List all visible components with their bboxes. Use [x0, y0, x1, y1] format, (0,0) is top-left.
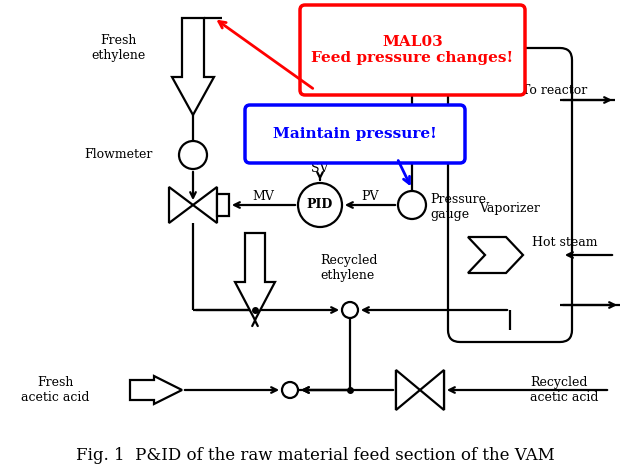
Text: PV: PV	[361, 191, 379, 204]
Polygon shape	[172, 18, 214, 115]
Text: Fig. 1  P&ID of the raw material feed section of the VAM: Fig. 1 P&ID of the raw material feed sec…	[76, 446, 554, 464]
Text: Fresh
acetic acid: Fresh acetic acid	[21, 376, 89, 404]
Polygon shape	[468, 237, 523, 273]
Polygon shape	[420, 370, 444, 410]
Polygon shape	[193, 187, 217, 223]
Text: Pressure
gauge: Pressure gauge	[430, 193, 486, 221]
Text: To reactor: To reactor	[522, 83, 588, 96]
Text: PID: PID	[307, 199, 333, 212]
Text: Recycled
ethylene: Recycled ethylene	[320, 254, 377, 282]
Polygon shape	[130, 376, 182, 404]
FancyBboxPatch shape	[300, 5, 525, 95]
Text: MAL03
Feed pressure changes!: MAL03 Feed pressure changes!	[311, 35, 513, 65]
Text: Flowmeter: Flowmeter	[84, 149, 152, 162]
Circle shape	[179, 141, 207, 169]
Circle shape	[282, 382, 298, 398]
Text: Hot steam: Hot steam	[532, 237, 598, 249]
Text: Fresh
ethylene: Fresh ethylene	[91, 34, 145, 62]
Polygon shape	[396, 370, 420, 410]
Text: MV: MV	[253, 191, 275, 204]
Circle shape	[398, 191, 426, 219]
Bar	[217, 194, 229, 216]
Circle shape	[342, 302, 358, 318]
Text: SV: SV	[311, 163, 329, 176]
Polygon shape	[235, 233, 275, 320]
Circle shape	[298, 183, 342, 227]
FancyBboxPatch shape	[245, 105, 465, 163]
Text: Vaporizer: Vaporizer	[479, 202, 541, 215]
FancyBboxPatch shape	[448, 48, 572, 342]
Text: Recycled
acetic acid: Recycled acetic acid	[530, 376, 598, 404]
Text: Maintain pressure!: Maintain pressure!	[273, 127, 437, 141]
Polygon shape	[169, 187, 193, 223]
